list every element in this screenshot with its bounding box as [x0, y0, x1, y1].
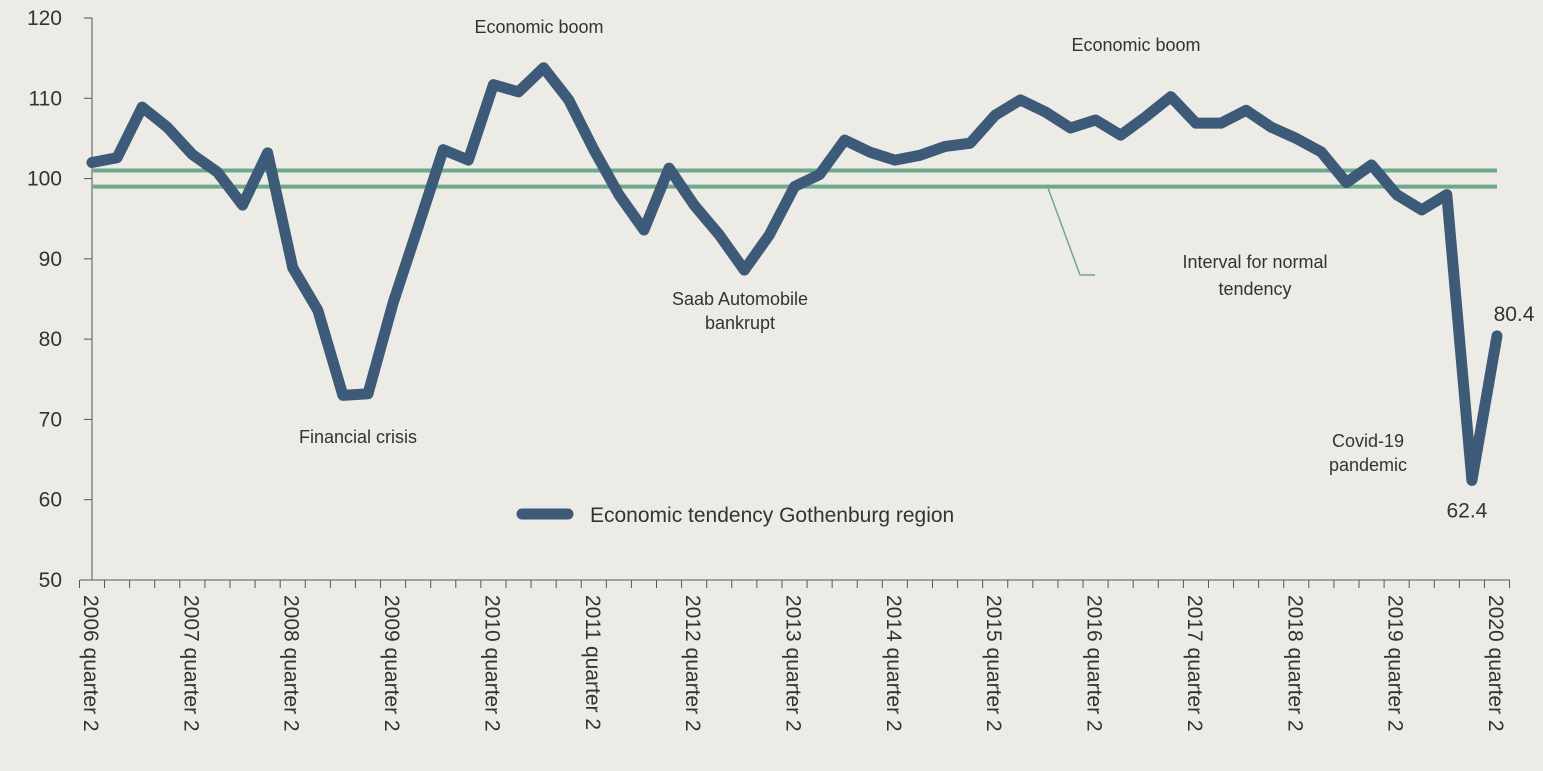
y-tick-label: 120	[27, 7, 62, 30]
x-tick-label: 2009 quarter 2	[380, 595, 403, 732]
annotation: Covid-19	[1332, 431, 1404, 451]
annotation: Financial crisis	[299, 427, 417, 447]
annotation: Saab Automobile	[672, 289, 808, 309]
annotation: pandemic	[1329, 455, 1407, 475]
y-tick-label: 90	[39, 248, 62, 271]
annotation: Interval for normal	[1182, 252, 1327, 272]
x-tick-label: 2018 quarter 2	[1283, 595, 1306, 732]
x-tick-label: 2019 quarter 2	[1384, 595, 1407, 732]
x-tick-label: 2014 quarter 2	[882, 595, 905, 732]
x-tick-label: 2011 quarter 2	[581, 595, 604, 730]
annotation-leader	[1047, 187, 1095, 276]
y-tick-label: 70	[39, 408, 62, 431]
x-tick-label: 2008 quarter 2	[280, 595, 303, 732]
data-label: 62.4	[1446, 499, 1487, 522]
x-tick-label: 2012 quarter 2	[681, 595, 704, 732]
y-tick-label: 100	[27, 168, 62, 191]
data-line	[86, 62, 1503, 486]
y-tick-label: 110	[29, 87, 62, 110]
x-tick-label: 2006 quarter 2	[79, 595, 102, 732]
x-tick-label: 2020 quarter 2	[1484, 595, 1507, 732]
y-tick-label: 60	[39, 489, 62, 512]
legend-label: Economic tendency Gothenburg region	[590, 504, 954, 527]
x-tick-label: 2010 quarter 2	[480, 595, 503, 732]
data-label: 80.4	[1494, 303, 1535, 326]
y-tick-label: 80	[39, 328, 62, 351]
x-tick-label: 2017 quarter 2	[1183, 595, 1206, 732]
annotation: Economic boom	[1071, 35, 1200, 55]
y-tick-label: 50	[39, 569, 62, 592]
annotation: tendency	[1218, 279, 1291, 299]
annotation: bankrupt	[705, 313, 775, 333]
x-tick-label: 2015 quarter 2	[982, 595, 1005, 732]
x-tick-label: 2007 quarter 2	[179, 595, 202, 732]
x-tick-label: 2016 quarter 2	[1083, 595, 1106, 732]
x-tick-label: 2013 quarter 2	[782, 595, 805, 732]
annotation: Economic boom	[474, 17, 603, 37]
